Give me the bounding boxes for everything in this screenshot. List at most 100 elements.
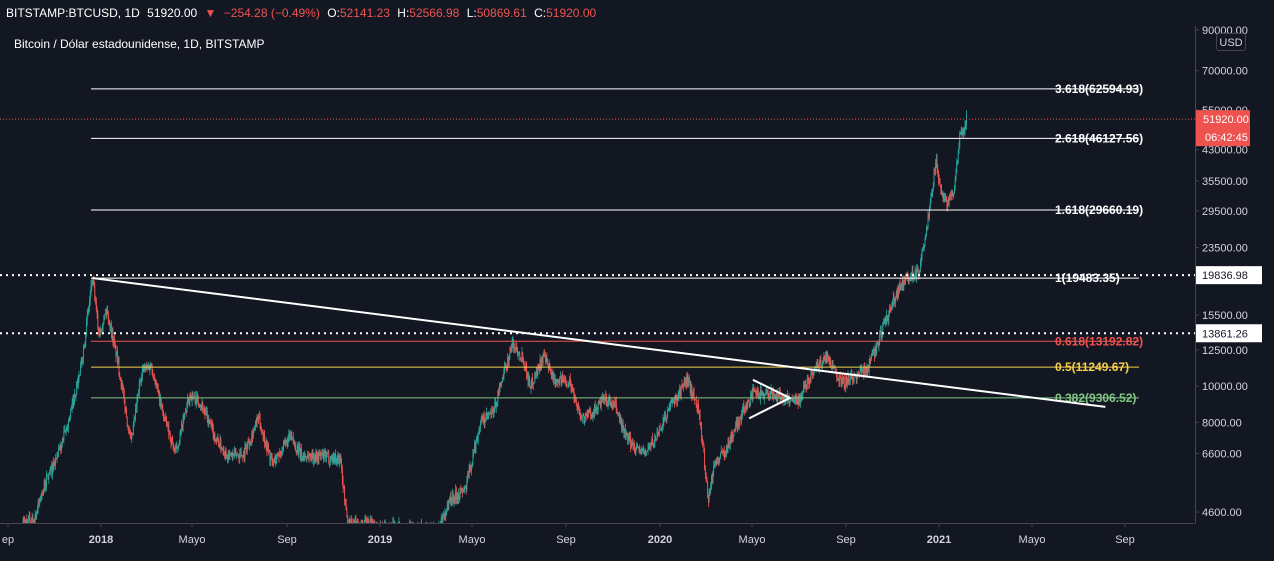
candle-body [136,398,138,408]
candle-body [166,416,167,424]
candle-body [258,418,260,420]
candle-body [52,462,53,475]
symbol-label[interactable]: BITSTAMP:BTCUSD, 1D [6,6,140,20]
candle-body [27,519,29,526]
candle-body [723,450,724,453]
candle-body [37,501,39,509]
candle-body [482,417,484,422]
candle-body [889,307,890,314]
candle-body [39,501,41,503]
x-tick-label: Mayo [459,534,486,546]
candle-body [734,429,736,431]
candle-body [707,482,709,497]
candle-body [636,443,638,447]
candle-body [28,516,30,520]
candle-body [356,521,358,522]
candle-body [855,376,857,381]
candle-body [650,445,652,447]
fib-level-label: 0.5(11249.67) [1055,360,1129,374]
candle-body [151,366,153,374]
candle-body [929,202,931,207]
candle-body [827,358,829,360]
candle-body [815,362,817,370]
candle-body [239,453,241,459]
candle-body [690,385,692,394]
candle-body [207,417,209,424]
candle-body [456,496,458,500]
candle-body [289,434,290,439]
triangle-pattern[interactable] [748,378,793,420]
candle-body [304,456,306,458]
candle-body [246,445,247,452]
candle-body [223,451,225,456]
candle-body [492,408,493,411]
candle-body [224,449,226,456]
candle-body [297,446,299,455]
candle-body [761,391,763,395]
candle-body [132,433,133,435]
candle-body [579,413,581,415]
candle-body [272,461,274,463]
candle-body [544,356,546,363]
candle-body [102,323,104,328]
candle-body [283,441,284,452]
candle-body [831,360,833,370]
fibonacci-layer[interactable]: 3.618(62594.93) 2.618(46127.56) 1.618(2966… [0,82,1195,405]
candle-body [949,193,951,198]
candle-body [197,398,199,404]
candle-body [753,389,755,391]
candle-body [811,370,813,372]
candle-body [762,392,764,395]
candle-body [267,444,269,452]
candle-body [463,489,465,492]
candle-body [235,451,237,457]
candle-body [141,368,143,377]
candle-body [697,403,699,411]
candle-body [230,453,232,455]
candle-body [837,380,839,381]
candle-body [218,440,220,447]
candle-body [913,278,915,280]
candle-body [261,429,263,431]
candle-body [140,381,142,383]
candle-body [767,390,769,398]
candle-body [674,395,676,404]
candle-body [560,376,561,378]
candle-body [775,394,777,400]
candle-body [630,436,632,448]
candle-body [471,461,473,465]
candle-body [670,401,672,407]
candle-body [532,383,534,386]
candle-body [867,367,869,373]
candle-body [559,377,561,385]
candle-body [200,405,202,407]
candle-body [790,398,792,402]
drawings-layer[interactable] [92,277,1106,420]
fib-level-label: 0.618(13192.82) [1055,334,1143,348]
candle-body [840,375,841,379]
candle-body [353,520,355,525]
candle-body [672,400,674,402]
candle-body [343,486,345,488]
candle-body [802,392,804,397]
candle-body [747,399,749,409]
candle-body [244,445,246,458]
candle-body [193,394,195,398]
candle-body [49,467,51,474]
candle-body [132,425,134,435]
candle-body [280,451,281,453]
candle-body [891,303,893,311]
currency-button[interactable]: USD [1216,33,1246,51]
candle-body [879,332,881,341]
candle-body [582,415,584,417]
candle-body [453,496,455,503]
candle-body [557,380,559,383]
candle-body [313,455,315,462]
candle-body [513,347,515,350]
candle-body [931,193,933,197]
candle-body [507,357,509,363]
candle-body [607,402,609,406]
trend-line[interactable] [92,277,1106,408]
candle-body [633,444,635,448]
